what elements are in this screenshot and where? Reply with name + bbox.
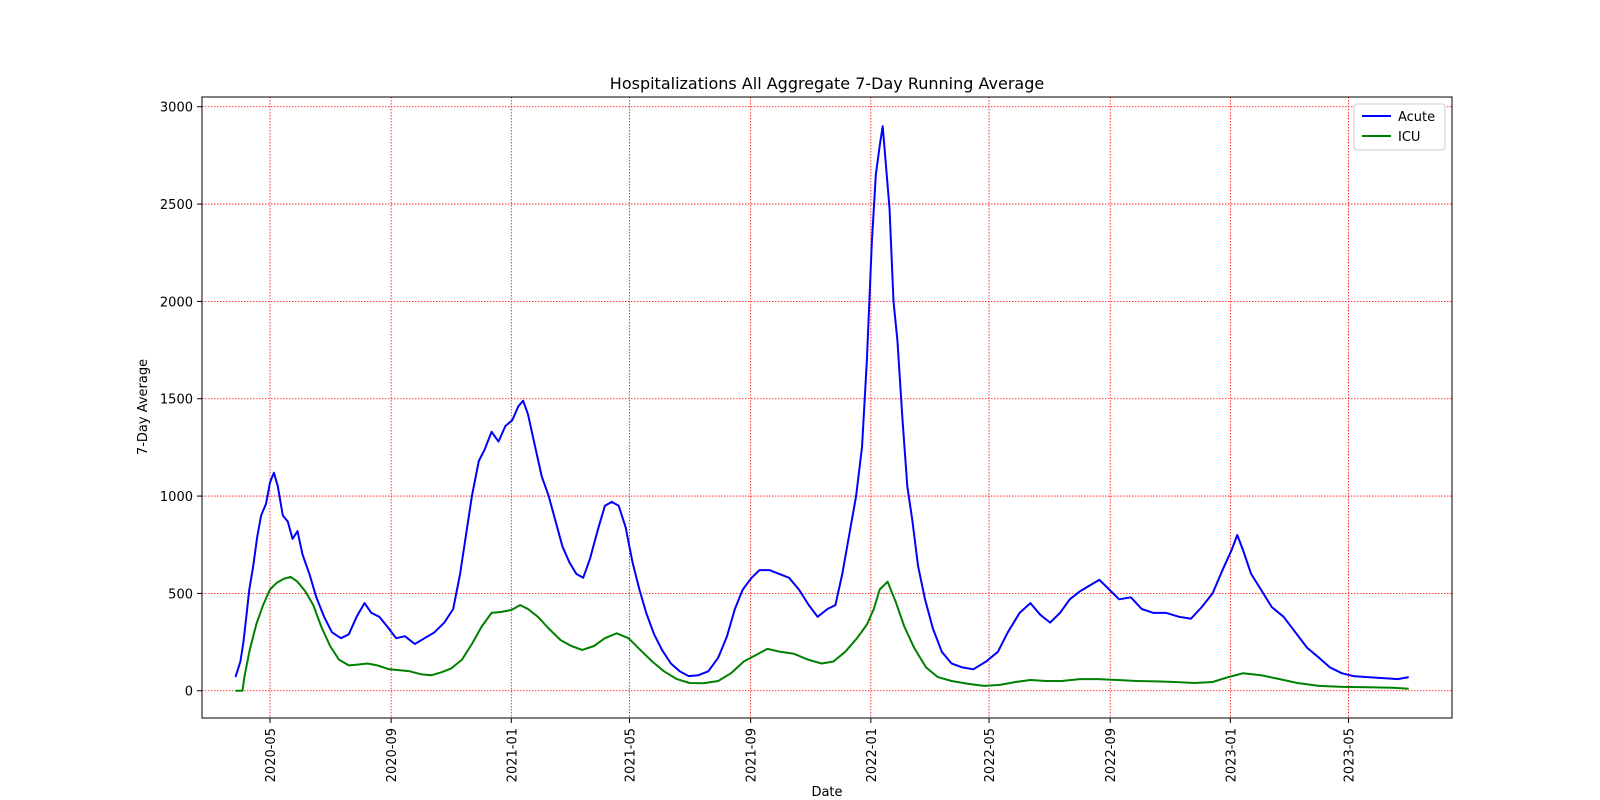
y-axis-title: 7-Day Average <box>136 359 151 455</box>
x-tick-label: 2022-09 <box>1104 728 1119 782</box>
y-tick-label: 1500 <box>160 393 193 408</box>
y-tick-label: 2500 <box>160 198 193 213</box>
x-tick-label: 2021-01 <box>505 728 520 782</box>
x-tick-label: 2023-01 <box>1224 728 1239 782</box>
x-tick-label: 2021-05 <box>624 728 639 782</box>
x-tick-label: 2020-05 <box>264 728 279 782</box>
x-tick-label: 2021-09 <box>745 728 760 782</box>
series-line-icu <box>235 575 1409 692</box>
x-axis-title: Date <box>811 785 842 800</box>
legend: Acute ICU <box>1353 103 1446 151</box>
legend-label-icu: ICU <box>1398 130 1420 145</box>
plot-frame <box>201 96 1453 719</box>
y-axis-ticks: 0 500 1000 1500 2000 2500 3000 <box>160 101 202 700</box>
y-tick-label: 1000 <box>160 490 193 505</box>
x-tick-label: 2022-05 <box>983 728 998 782</box>
y-tick-label: 500 <box>168 587 193 602</box>
x-tick-label: 2023-05 <box>1343 728 1358 782</box>
grid <box>202 97 1452 718</box>
y-tick-label: 2000 <box>160 295 193 310</box>
chart-title: Hospitalizations All Aggregate 7-Day Run… <box>610 74 1044 93</box>
y-tick-label: 3000 <box>160 101 193 116</box>
legend-label-acute: Acute <box>1398 110 1435 125</box>
x-tick-label: 2020-09 <box>385 728 400 782</box>
series-line-acute <box>234 125 1409 681</box>
plot-area <box>202 97 1452 718</box>
x-axis-ticks: 2020-05 2020-09 2021-01 2021-05 2021-09 2022-… <box>264 718 1358 782</box>
y-tick-label: 0 <box>185 685 193 700</box>
x-tick-label: 2022-01 <box>865 728 880 782</box>
series-lines <box>234 125 1409 692</box>
